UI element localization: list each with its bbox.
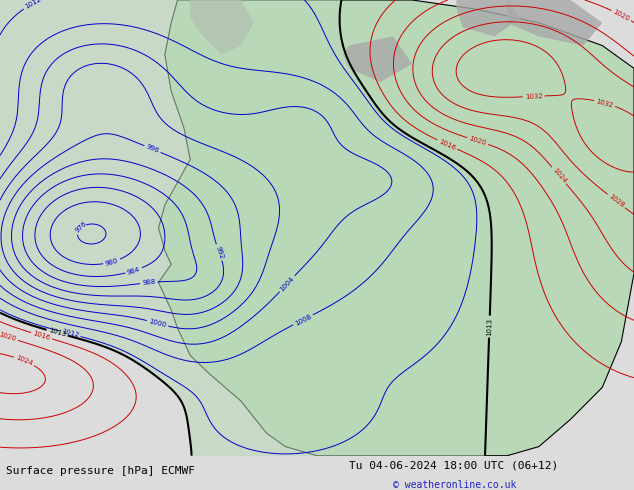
Polygon shape bbox=[158, 0, 634, 456]
Text: © weatheronline.co.uk: © weatheronline.co.uk bbox=[393, 480, 517, 490]
Text: 984: 984 bbox=[126, 266, 141, 275]
Text: 1020: 1020 bbox=[612, 9, 631, 22]
Polygon shape bbox=[456, 0, 520, 36]
Polygon shape bbox=[507, 0, 602, 46]
Text: 1016: 1016 bbox=[438, 138, 456, 151]
Text: 980: 980 bbox=[105, 257, 119, 267]
Text: 1024: 1024 bbox=[15, 355, 34, 367]
Text: 1024: 1024 bbox=[551, 167, 567, 184]
Text: 1028: 1028 bbox=[607, 193, 625, 209]
Text: 1032: 1032 bbox=[595, 98, 614, 108]
Text: 1013: 1013 bbox=[486, 318, 493, 336]
Text: 1000: 1000 bbox=[148, 318, 167, 328]
Text: Tu 04-06-2024 18:00 UTC (06+12): Tu 04-06-2024 18:00 UTC (06+12) bbox=[349, 461, 558, 471]
Text: 996: 996 bbox=[145, 144, 160, 154]
Text: 1004: 1004 bbox=[279, 275, 295, 293]
Polygon shape bbox=[190, 0, 254, 55]
Text: Surface pressure [hPa] ECMWF: Surface pressure [hPa] ECMWF bbox=[6, 466, 195, 476]
Text: 988: 988 bbox=[141, 279, 156, 286]
Text: 1012: 1012 bbox=[60, 329, 79, 339]
Text: 976: 976 bbox=[74, 220, 88, 234]
Text: 1016: 1016 bbox=[32, 330, 51, 341]
Text: 1013: 1013 bbox=[48, 327, 67, 338]
Polygon shape bbox=[342, 36, 412, 82]
Text: 1012: 1012 bbox=[23, 0, 42, 10]
Text: 1032: 1032 bbox=[524, 93, 543, 100]
Text: 1020: 1020 bbox=[469, 135, 487, 147]
Text: 1008: 1008 bbox=[294, 313, 313, 326]
Text: 1020: 1020 bbox=[0, 332, 17, 343]
Text: 992: 992 bbox=[214, 245, 224, 260]
